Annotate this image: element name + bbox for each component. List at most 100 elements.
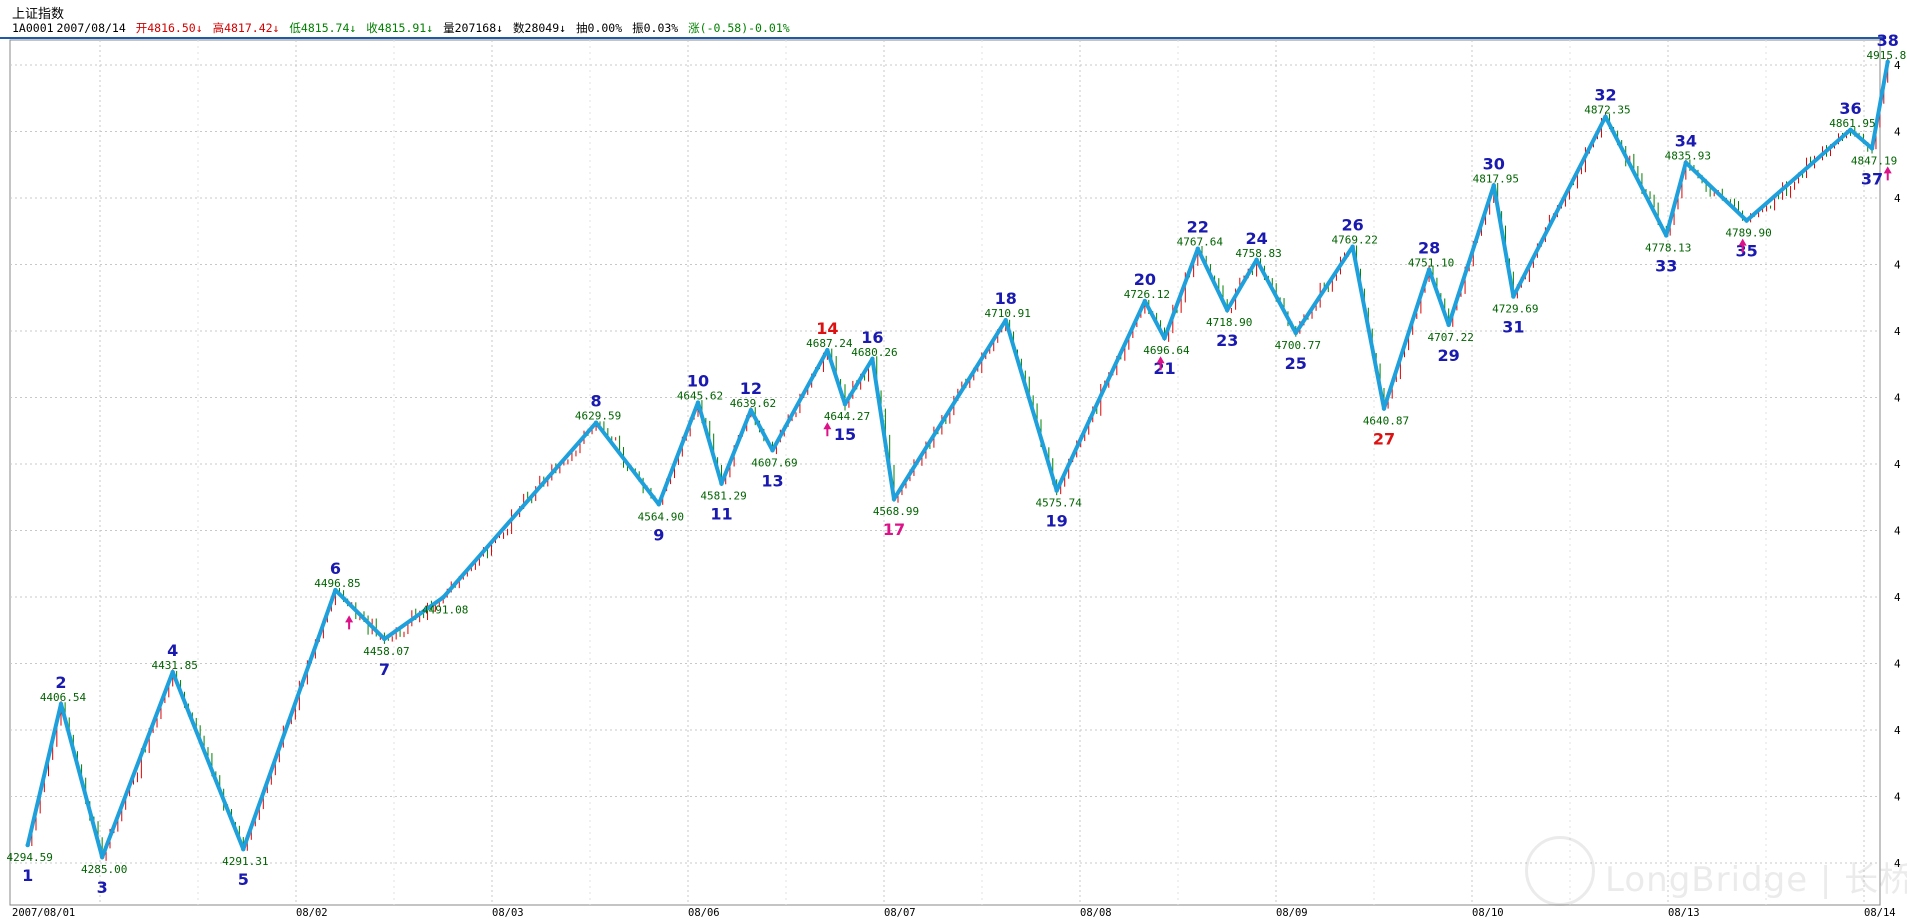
pivot-point	[1683, 160, 1689, 165]
count-value: 28049	[524, 21, 560, 35]
price-label: 4564.90	[638, 510, 684, 523]
pivot-point	[1162, 336, 1167, 341]
wave-label: 14	[816, 319, 838, 338]
watermark: LongBridge | 长桥	[1525, 832, 1907, 912]
watermark-text: LongBridge | 长桥	[1605, 860, 1907, 900]
wave-label: 13	[761, 471, 783, 490]
amplitude-value: 0.03%	[643, 21, 679, 35]
wave-label: 8	[591, 392, 602, 411]
wave-label: 5	[238, 870, 249, 889]
quote-date: 2007/08/14	[56, 21, 126, 35]
pivot-point	[1603, 114, 1608, 119]
y-tick-label: 4	[1894, 857, 1901, 870]
pivot-point	[748, 407, 754, 413]
index-code: 1A0001	[12, 21, 54, 35]
price-label: 4847.19	[1851, 154, 1897, 167]
wave-label: 25	[1285, 354, 1307, 373]
pivot-point	[25, 842, 30, 848]
volume-value: 207168	[454, 21, 497, 35]
wave-label: 16	[861, 328, 883, 347]
y-tick-label: 4	[1894, 591, 1901, 604]
pivot-point	[99, 854, 105, 860]
price-label: 4496.85	[314, 577, 360, 590]
wave-label: 26	[1342, 216, 1364, 235]
price-label: 4629.59	[575, 410, 621, 423]
pivot-point	[1885, 59, 1890, 65]
pivot-point	[58, 701, 64, 707]
wave-label: 23	[1216, 331, 1238, 350]
y-tick-label: 4	[1894, 59, 1901, 72]
pivot-point	[382, 636, 387, 642]
wave-label: 22	[1187, 218, 1209, 237]
wave-label: 19	[1046, 512, 1068, 531]
price-label: 4581.29	[700, 490, 746, 503]
ratio1-label: 抽	[576, 21, 588, 35]
x-tick-label: 08/03	[492, 907, 524, 919]
high-label: 高	[212, 21, 225, 35]
price-label: 4835.93	[1665, 150, 1711, 163]
low-arrow-icon: ↓	[349, 21, 357, 35]
grid-lines	[10, 40, 1880, 905]
count-arrow-icon: ↓	[559, 21, 567, 35]
price-label: 4707.22	[1428, 331, 1474, 344]
pivot-point	[1426, 267, 1432, 272]
price-label: 4294.59	[7, 851, 53, 864]
volume-arrow-icon: ↓	[496, 21, 504, 35]
pivot-point	[593, 420, 599, 425]
y-tick-label: 4	[1894, 325, 1901, 338]
wave-label: 3	[97, 878, 108, 897]
up-arrow-icon	[1883, 166, 1892, 181]
pivot-point	[770, 448, 775, 453]
pivot-point	[656, 502, 661, 507]
zigzag-wave-line	[25, 61, 1890, 860]
wave-label: 36	[1839, 99, 1861, 118]
price-label: 4640.87	[1363, 415, 1409, 428]
pivot-point	[1381, 406, 1387, 411]
pivot-point	[1225, 307, 1230, 313]
price-label: 4767.64	[1177, 236, 1224, 249]
wave-label: 24	[1245, 229, 1267, 248]
wave-label: 11	[710, 505, 732, 524]
pivot-point	[1003, 318, 1008, 323]
candles	[31, 57, 1889, 861]
wave-label: 2	[55, 673, 66, 692]
pivot-point	[825, 347, 830, 353]
wave-label: 34	[1675, 132, 1697, 151]
price-label: 4729.69	[1492, 303, 1538, 316]
price-label: 4285.00	[81, 863, 127, 876]
y-tick-label: 4	[1894, 126, 1901, 139]
wave-label: 7	[379, 660, 390, 679]
low-value: 4815.74	[300, 21, 350, 35]
up-arrow-icon	[1156, 356, 1165, 371]
pivot-point	[1848, 127, 1853, 132]
high-value: 4817.42	[224, 21, 273, 35]
pivot-point	[441, 595, 446, 600]
pivot-point	[891, 496, 897, 502]
wave-label: 33	[1655, 256, 1677, 275]
x-tick-label: 2007/08/01	[12, 907, 75, 919]
price-label: 4458.07	[363, 645, 409, 658]
pivot-point	[719, 481, 724, 486]
y-tick-label: 4	[1894, 525, 1901, 538]
wave-label: 35	[1735, 242, 1757, 261]
x-tick-label: 08/08	[1080, 907, 1112, 919]
pivot-point	[1350, 244, 1355, 249]
change-value: (-0.58)-0.01%	[699, 21, 790, 35]
price-label: 4431.85	[152, 659, 198, 672]
pivot-point	[1446, 322, 1451, 328]
wave-label: 10	[687, 372, 709, 391]
pivot-point	[1195, 246, 1201, 251]
amplitude-label: 振	[632, 21, 644, 35]
x-tick-label: 08/14	[1864, 907, 1896, 919]
price-label: 4710.91	[985, 307, 1031, 320]
low-label: 低	[289, 21, 301, 35]
change-label: 涨	[688, 21, 700, 35]
quote-header: 上证指数 1A0001 2007/08/14 开4816.50↓ 高4817.42…	[0, 0, 1907, 40]
x-tick-label: 08/02	[296, 907, 328, 919]
pivot-point	[842, 402, 848, 407]
pivot-point	[1491, 183, 1496, 188]
price-label: 4778.13	[1645, 241, 1691, 254]
close-value: 4815.91	[377, 21, 427, 35]
up-arrow-icon	[345, 615, 354, 630]
